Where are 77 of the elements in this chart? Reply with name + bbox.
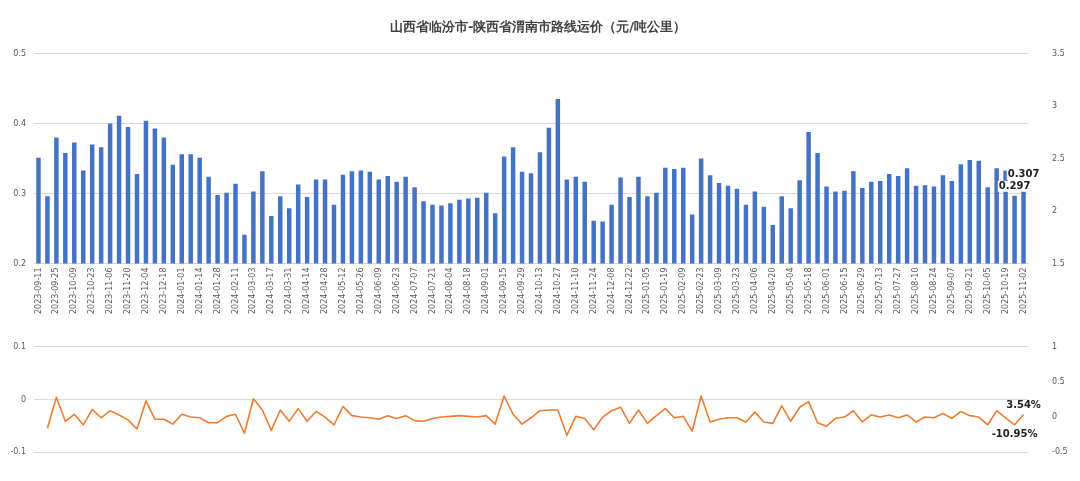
y-tick-label: 0.1 (13, 341, 26, 351)
y2-tick-label: 0.5 (1052, 377, 1065, 387)
x-tick-label: 2025-03-09 (714, 267, 724, 315)
y2-tick-label: 3 (1052, 101, 1058, 111)
x-tick-label: 2024-08-18 (463, 267, 473, 315)
x-tick-label: 2024-09-29 (517, 267, 527, 315)
x-tick-label: 2023-11-06 (105, 267, 115, 315)
x-tick-label: 2023-10-09 (69, 267, 79, 315)
x-tick-label: 2025-10-19 (1000, 267, 1010, 315)
x-tick-label: 2024-11-24 (588, 267, 598, 315)
y-tick-label: 0 (20, 394, 26, 404)
x-tick-label: 2024-03-17 (266, 267, 276, 315)
y-tick-label: 0.5 (13, 48, 26, 58)
x-tick-label: 2025-09-07 (946, 267, 956, 315)
x-tick-label: 2024-04-28 (320, 267, 330, 315)
y-tick-label: -0.1 (10, 447, 26, 457)
x-tick-label: 2025-09-21 (964, 267, 974, 315)
x-tick-label: 2024-01-14 (194, 267, 204, 315)
x-tick-label: 2023-09-25 (51, 267, 61, 315)
x-tick-label: 2025-05-04 (785, 267, 795, 315)
x-tick-label: 2025-03-23 (732, 267, 742, 315)
x-tick-label: 2025-06-01 (821, 267, 831, 315)
x-tick-label: 2025-02-23 (696, 267, 706, 315)
data-label: 0.297 (998, 180, 1031, 192)
x-tick-label: 2023-09-11 (33, 267, 43, 315)
x-tick-label: 2024-10-13 (535, 267, 545, 315)
y2-tick-label: 2 (1052, 206, 1058, 216)
x-tick-label: 2023-12-18 (158, 267, 168, 315)
y2-tick-label: 2.5 (1052, 153, 1065, 163)
x-tick-label: 2024-11-10 (570, 267, 580, 315)
x-tick-label: 2023-12-04 (141, 267, 151, 315)
x-tick-label: 2024-09-01 (481, 267, 491, 315)
x-tick-label: 2024-12-22 (624, 267, 634, 315)
x-tick-label: 2025-11-02 (1018, 267, 1028, 315)
y-tick-label: 0.4 (13, 118, 26, 128)
y-tick-label: 0.3 (13, 188, 26, 198)
x-tick-label: 2024-05-12 (338, 267, 348, 315)
x-tick-label: 2024-04-14 (302, 267, 312, 315)
x-tick-label: 2025-01-19 (660, 267, 670, 315)
x-tick-label: 2025-06-15 (839, 267, 849, 315)
x-tick-label: 2025-07-13 (875, 267, 885, 315)
x-tick-label: 2024-09-15 (499, 267, 509, 315)
y2-tick-label: 1.5 (1052, 258, 1065, 268)
x-tick-label: 2025-04-06 (749, 267, 759, 315)
x-tick-label: 2024-03-03 (248, 267, 258, 315)
y2-tick-label: 3.5 (1052, 48, 1065, 58)
x-tick-label: 2025-06-29 (857, 267, 867, 315)
x-tick-label: 2025-05-18 (803, 267, 813, 315)
x-tick-label: 2023-11-20 (123, 267, 133, 315)
data-label: 3.54% (1006, 399, 1041, 411)
x-tick-label: 2025-02-09 (678, 267, 688, 315)
data-label: -10.95% (991, 428, 1038, 440)
x-tick-label: 2024-02-11 (230, 267, 240, 315)
x-tick-label: 2023-10-23 (87, 267, 97, 315)
x-tick-label: 2024-10-27 (552, 267, 562, 315)
x-tick-label: 2024-07-07 (409, 267, 419, 315)
y2-tick-label: 0 (1052, 412, 1058, 422)
x-tick-label: 2024-08-04 (445, 267, 455, 315)
x-tick-label: 2025-04-20 (767, 267, 777, 315)
x-tick-label: 2024-05-26 (355, 267, 365, 315)
x-tick-label: 2025-08-10 (911, 267, 921, 315)
y2-tick-label: -0.5 (1052, 447, 1068, 457)
x-tick-label: 2024-03-31 (284, 267, 294, 315)
x-tick-label: 2024-06-23 (391, 267, 401, 315)
x-tick-label: 2025-08-24 (929, 267, 939, 315)
x-tick-label: 2024-06-09 (373, 267, 383, 315)
x-tick-label: 2024-12-08 (606, 267, 616, 315)
x-tick-label: 2024-01-01 (176, 267, 186, 315)
x-tick-label: 2025-01-05 (642, 267, 652, 315)
x-tick-label: 2025-07-27 (893, 267, 903, 315)
y-tick-label: 0.2 (13, 258, 26, 268)
x-tick-label: 2025-10-05 (982, 267, 992, 315)
y2-tick-label: 1 (1052, 341, 1058, 351)
chart-title: 山西省临汾市-陕西省渭南市路线运价（元/吨公里） (389, 19, 687, 35)
data-label: 0.307 (1007, 168, 1040, 180)
x-tick-label: 2024-01-28 (212, 267, 222, 315)
x-tick-label: 2024-07-21 (427, 267, 437, 315)
